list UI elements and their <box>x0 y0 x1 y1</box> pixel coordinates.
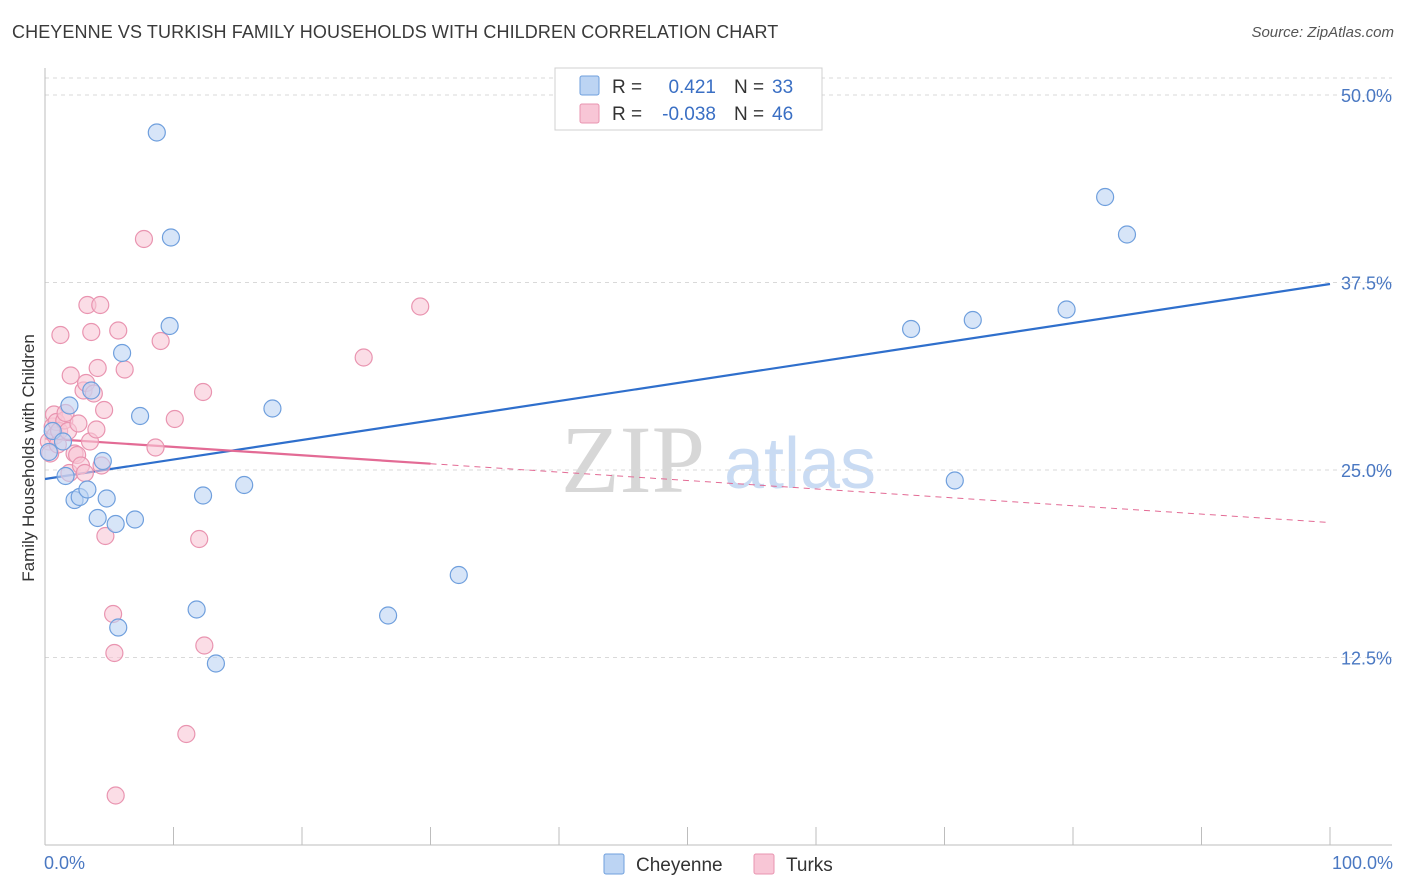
legend-swatch-cheyenne <box>579 75 600 96</box>
turks-point-42 <box>193 382 213 402</box>
legend-n-value-cheyenne: 33 <box>772 77 793 98</box>
y-tick-label-2: 37.5% <box>1341 274 1392 294</box>
turks-point-32 <box>105 643 124 663</box>
x-tick-labels: 0.0% 100.0% <box>44 853 1393 873</box>
cheyenne-point-27 <box>901 319 921 339</box>
bottom-legend-swatch-cheyenne <box>603 853 625 875</box>
bottom-legend-label-turks: Turks <box>786 855 833 876</box>
grid-lines <box>45 77 1392 658</box>
watermark-atlas: atlas <box>724 424 876 504</box>
turks-point-36 <box>134 229 154 249</box>
y-tick-label-0: 12.5% <box>1341 649 1392 669</box>
turks-point-33 <box>106 786 125 805</box>
turks-point-27 <box>91 295 110 315</box>
cheyenne-point-25 <box>378 606 398 625</box>
y-tick-label-1: 25.0% <box>1341 461 1392 481</box>
cheyenne-trend-line <box>44 282 1331 481</box>
cheyenne-point-32 <box>1117 225 1137 244</box>
turks-point-37 <box>146 438 165 457</box>
cheyenne-point-23 <box>235 475 254 495</box>
cheyenne-point-12 <box>106 514 125 534</box>
cheyenne-point-15 <box>125 510 145 529</box>
turks-trend-line-extension <box>430 463 1331 523</box>
cheyenne-point-31 <box>1096 187 1115 207</box>
legend-r-label-cheyenne: R = <box>612 77 642 98</box>
legend-n-label-turks: N = <box>734 104 764 125</box>
turks-point-16 <box>69 414 88 433</box>
cheyenne-point-8 <box>82 381 101 400</box>
cheyenne-point-9 <box>88 508 107 528</box>
bottom-legend-swatch-turks <box>753 853 775 875</box>
cheyenne-point-3 <box>56 466 75 486</box>
legend-n-value-turks: 46 <box>772 104 793 125</box>
turks-trend-line <box>44 437 431 465</box>
turks-point-38 <box>151 331 170 351</box>
trend-lines <box>44 282 1331 523</box>
cheyenne-point-14 <box>112 343 132 363</box>
source-label: Source: ZipAtlas.com <box>1251 24 1394 41</box>
cheyenne-point-26 <box>449 565 468 585</box>
y-tick-labels: 12.5% 25.0% 37.5% 50.0% <box>1341 86 1392 669</box>
cheyenne-point-2 <box>53 432 73 451</box>
chart-title: CHEYENNE VS TURKISH FAMILY HOUSEHOLDS WI… <box>12 22 779 42</box>
cheyenne-point-21 <box>193 486 213 505</box>
y-tick-label-3: 50.0% <box>1341 86 1392 106</box>
x-tick-label-1: 100.0% <box>1332 853 1393 873</box>
bottom-legend-label-cheyenne: Cheyenne <box>636 855 723 876</box>
cheyenne-point-0 <box>39 442 58 462</box>
cheyenne-point-7 <box>78 480 97 499</box>
cheyenne-point-24 <box>263 399 282 418</box>
cheyenne-point-11 <box>97 489 116 508</box>
turks-point-39 <box>165 409 184 429</box>
turks-point-30 <box>96 526 115 546</box>
x-tick-label-0: 0.0% <box>44 853 85 873</box>
legend-r-label-turks: R = <box>612 104 642 125</box>
turks-point-26 <box>88 358 107 378</box>
cheyenne-point-30 <box>1057 300 1076 319</box>
data-points <box>39 123 1137 805</box>
y-axis-title: Family Households with Children <box>19 334 38 582</box>
watermark-zip: ZIP <box>561 406 705 513</box>
turks-point-13 <box>61 366 80 385</box>
turks-point-8 <box>51 325 70 345</box>
series-legend: Cheyenne Turks <box>603 853 833 876</box>
legend-r-value-turks: -0.038 <box>662 104 716 125</box>
turks-point-23 <box>82 322 101 342</box>
turks-point-40 <box>177 724 196 744</box>
turks-point-44 <box>354 348 373 367</box>
cheyenne-point-19 <box>161 228 181 247</box>
cheyenne-point-4 <box>60 396 79 415</box>
turks-point-35 <box>115 360 134 379</box>
turks-point-45 <box>411 297 430 316</box>
legend-r-value-cheyenne: 0.421 <box>668 77 716 98</box>
axes <box>44 68 1392 846</box>
cheyenne-point-20 <box>187 600 206 619</box>
cheyenne-point-16 <box>130 406 150 426</box>
cheyenne-point-29 <box>963 310 982 330</box>
turks-point-34 <box>109 321 128 340</box>
cheyenne-point-18 <box>160 316 179 336</box>
cheyenne-point-10 <box>93 451 112 471</box>
turks-point-29 <box>95 400 114 420</box>
turks-point-43 <box>195 636 214 655</box>
turks-point-25 <box>87 420 106 439</box>
turks-point-41 <box>190 529 209 549</box>
legend-swatch-turks <box>579 103 600 124</box>
legend-n-label-cheyenne: N = <box>734 77 764 98</box>
cheyenne-point-28 <box>945 471 964 490</box>
turks-point-19 <box>75 463 94 483</box>
cheyenne-point-13 <box>109 618 128 637</box>
cheyenne-point-17 <box>147 123 166 142</box>
correlation-legend: R = 0.421 N = 33 R = -0.038 N = 46 <box>554 67 823 131</box>
cheyenne-point-22 <box>206 654 226 673</box>
